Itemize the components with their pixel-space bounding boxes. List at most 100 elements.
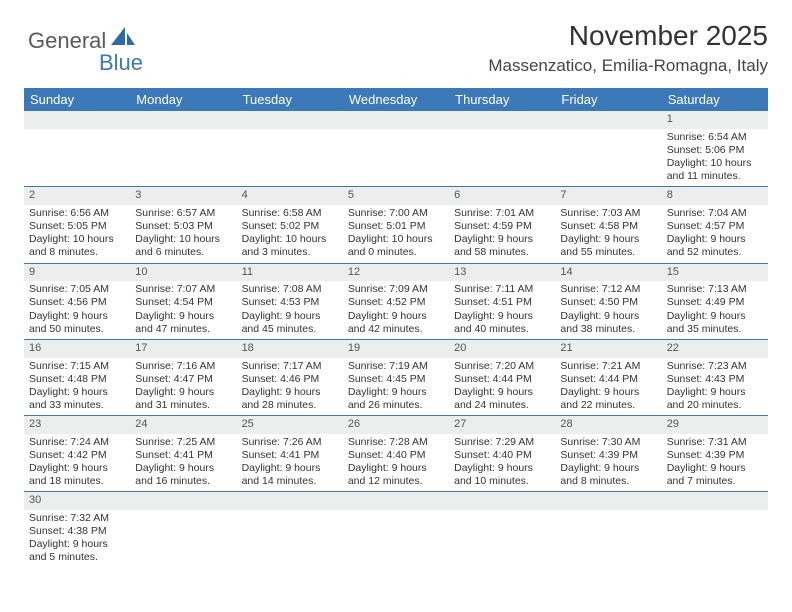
day-number-bar xyxy=(343,111,449,129)
sunset-text: Sunset: 5:05 PM xyxy=(29,220,125,233)
day-number-bar xyxy=(555,111,661,129)
day-content: Sunrise: 7:07 AMSunset: 4:54 PMDaylight:… xyxy=(130,281,236,339)
sunset-text: Sunset: 4:59 PM xyxy=(454,220,550,233)
sunrise-text: Sunrise: 7:21 AM xyxy=(560,360,656,373)
day-content: Sunrise: 7:31 AMSunset: 4:39 PMDaylight:… xyxy=(662,434,768,492)
sunrise-text: Sunrise: 7:20 AM xyxy=(454,360,550,373)
daylight-text-2: and 8 minutes. xyxy=(560,475,656,488)
daylight-text-2: and 7 minutes. xyxy=(667,475,763,488)
daylight-text-2: and 58 minutes. xyxy=(454,246,550,259)
daylight-text-1: Daylight: 9 hours xyxy=(667,386,763,399)
daylight-text-1: Daylight: 9 hours xyxy=(667,310,763,323)
day-content: Sunrise: 7:13 AMSunset: 4:49 PMDaylight:… xyxy=(662,281,768,339)
calendar-week-row: 30Sunrise: 7:32 AMSunset: 4:38 PMDayligh… xyxy=(24,492,768,568)
sunrise-text: Sunrise: 7:11 AM xyxy=(454,283,550,296)
sunset-text: Sunset: 4:40 PM xyxy=(348,449,444,462)
day-content: Sunrise: 7:11 AMSunset: 4:51 PMDaylight:… xyxy=(449,281,555,339)
day-content: Sunrise: 7:19 AMSunset: 4:45 PMDaylight:… xyxy=(343,358,449,416)
sunset-text: Sunset: 4:51 PM xyxy=(454,296,550,309)
daylight-text-2: and 0 minutes. xyxy=(348,246,444,259)
daylight-text-2: and 31 minutes. xyxy=(135,399,231,412)
sunset-text: Sunset: 4:44 PM xyxy=(454,373,550,386)
daylight-text-2: and 52 minutes. xyxy=(667,246,763,259)
day-number-bar xyxy=(343,492,449,510)
day-content: Sunrise: 7:05 AMSunset: 4:56 PMDaylight:… xyxy=(24,281,130,339)
calendar-day-cell: 24Sunrise: 7:25 AMSunset: 4:41 PMDayligh… xyxy=(130,416,236,492)
day-number: 3 xyxy=(130,187,236,205)
calendar-week-row: 16Sunrise: 7:15 AMSunset: 4:48 PMDayligh… xyxy=(24,339,768,415)
daylight-text-1: Daylight: 9 hours xyxy=(348,310,444,323)
sunrise-text: Sunrise: 7:12 AM xyxy=(560,283,656,296)
day-number: 6 xyxy=(449,187,555,205)
day-number: 14 xyxy=(555,264,661,282)
calendar-week-row: 9Sunrise: 7:05 AMSunset: 4:56 PMDaylight… xyxy=(24,263,768,339)
calendar-day-cell xyxy=(343,492,449,568)
day-number: 17 xyxy=(130,340,236,358)
sunrise-text: Sunrise: 7:19 AM xyxy=(348,360,444,373)
sunset-text: Sunset: 4:45 PM xyxy=(348,373,444,386)
day-number: 11 xyxy=(237,264,343,282)
day-number: 12 xyxy=(343,264,449,282)
sunrise-text: Sunrise: 7:25 AM xyxy=(135,436,231,449)
sunset-text: Sunset: 4:44 PM xyxy=(560,373,656,386)
daylight-text-2: and 45 minutes. xyxy=(242,323,338,336)
daylight-text-1: Daylight: 9 hours xyxy=(135,310,231,323)
calendar-week-row: 23Sunrise: 7:24 AMSunset: 4:42 PMDayligh… xyxy=(24,416,768,492)
daylight-text-1: Daylight: 9 hours xyxy=(348,386,444,399)
calendar-week-row: 2Sunrise: 6:56 AMSunset: 5:05 PMDaylight… xyxy=(24,187,768,263)
day-number: 10 xyxy=(130,264,236,282)
sunrise-text: Sunrise: 7:13 AM xyxy=(667,283,763,296)
sunset-text: Sunset: 4:49 PM xyxy=(667,296,763,309)
calendar-day-cell: 2Sunrise: 6:56 AMSunset: 5:05 PMDaylight… xyxy=(24,187,130,263)
daylight-text-1: Daylight: 9 hours xyxy=(29,462,125,475)
day-number: 9 xyxy=(24,264,130,282)
sunrise-text: Sunrise: 7:09 AM xyxy=(348,283,444,296)
sunset-text: Sunset: 4:56 PM xyxy=(29,296,125,309)
daylight-text-1: Daylight: 9 hours xyxy=(560,462,656,475)
day-content: Sunrise: 7:08 AMSunset: 4:53 PMDaylight:… xyxy=(237,281,343,339)
daylight-text-2: and 35 minutes. xyxy=(667,323,763,336)
day-content: Sunrise: 7:24 AMSunset: 4:42 PMDaylight:… xyxy=(24,434,130,492)
sunrise-text: Sunrise: 7:26 AM xyxy=(242,436,338,449)
daylight-text-1: Daylight: 9 hours xyxy=(560,310,656,323)
calendar-day-cell: 8Sunrise: 7:04 AMSunset: 4:57 PMDaylight… xyxy=(662,187,768,263)
day-number: 2 xyxy=(24,187,130,205)
calendar-day-cell: 26Sunrise: 7:28 AMSunset: 4:40 PMDayligh… xyxy=(343,416,449,492)
sunset-text: Sunset: 4:38 PM xyxy=(29,525,125,538)
calendar-day-cell: 30Sunrise: 7:32 AMSunset: 4:38 PMDayligh… xyxy=(24,492,130,568)
daylight-text-2: and 50 minutes. xyxy=(29,323,125,336)
daylight-text-1: Daylight: 9 hours xyxy=(135,386,231,399)
calendar-day-cell xyxy=(343,111,449,187)
day-header: Saturday xyxy=(662,88,768,111)
sunset-text: Sunset: 5:01 PM xyxy=(348,220,444,233)
daylight-text-1: Daylight: 9 hours xyxy=(454,386,550,399)
day-content: Sunrise: 7:28 AMSunset: 4:40 PMDaylight:… xyxy=(343,434,449,492)
sunrise-text: Sunrise: 7:29 AM xyxy=(454,436,550,449)
sunrise-text: Sunrise: 7:23 AM xyxy=(667,360,763,373)
day-content: Sunrise: 7:03 AMSunset: 4:58 PMDaylight:… xyxy=(555,205,661,263)
day-number-bar xyxy=(237,111,343,129)
daylight-text-1: Daylight: 9 hours xyxy=(560,233,656,246)
daylight-text-1: Daylight: 10 hours xyxy=(135,233,231,246)
day-content: Sunrise: 6:56 AMSunset: 5:05 PMDaylight:… xyxy=(24,205,130,263)
day-content: Sunrise: 7:15 AMSunset: 4:48 PMDaylight:… xyxy=(24,358,130,416)
calendar-day-cell: 7Sunrise: 7:03 AMSunset: 4:58 PMDaylight… xyxy=(555,187,661,263)
sunset-text: Sunset: 4:46 PM xyxy=(242,373,338,386)
daylight-text-1: Daylight: 9 hours xyxy=(454,233,550,246)
daylight-text-1: Daylight: 10 hours xyxy=(242,233,338,246)
calendar-day-cell: 28Sunrise: 7:30 AMSunset: 4:39 PMDayligh… xyxy=(555,416,661,492)
calendar-day-cell: 10Sunrise: 7:07 AMSunset: 4:54 PMDayligh… xyxy=(130,263,236,339)
day-number-bar xyxy=(237,492,343,510)
calendar-day-cell xyxy=(130,111,236,187)
day-content: Sunrise: 7:01 AMSunset: 4:59 PMDaylight:… xyxy=(449,205,555,263)
day-number-bar xyxy=(130,111,236,129)
day-number: 30 xyxy=(24,492,130,510)
daylight-text-2: and 47 minutes. xyxy=(135,323,231,336)
calendar-day-cell xyxy=(555,492,661,568)
sunset-text: Sunset: 4:48 PM xyxy=(29,373,125,386)
daylight-text-2: and 22 minutes. xyxy=(560,399,656,412)
day-content: Sunrise: 7:26 AMSunset: 4:41 PMDaylight:… xyxy=(237,434,343,492)
sunrise-text: Sunrise: 7:00 AM xyxy=(348,207,444,220)
sunrise-text: Sunrise: 7:05 AM xyxy=(29,283,125,296)
daylight-text-1: Daylight: 9 hours xyxy=(29,310,125,323)
